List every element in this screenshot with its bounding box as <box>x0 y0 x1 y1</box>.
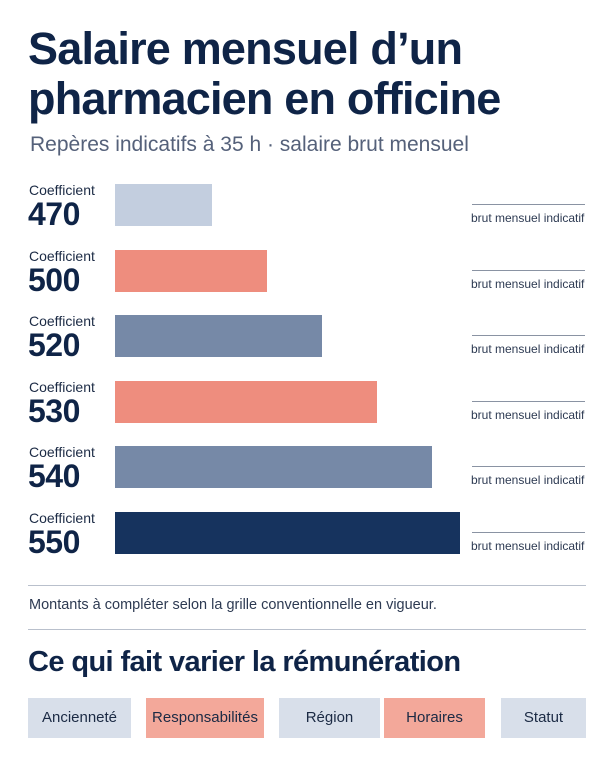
category-label: Coefficient <box>29 444 95 460</box>
page-subtitle: Repères indicatifs à 35 h · salaire brut… <box>30 133 469 156</box>
divider <box>28 585 586 586</box>
page-title: Salaire mensuel d’un pharmacien en offic… <box>28 23 501 124</box>
amount-blank-line <box>472 531 585 533</box>
chart-note: Montants à compléter selon la grille con… <box>29 597 437 613</box>
amount-blank-line <box>472 269 585 271</box>
divider <box>28 629 586 630</box>
bar-row: Coefficient 520 brut mensuel indicatif <box>0 309 614 365</box>
amount-blank-line <box>472 335 585 336</box>
category-label: Coefficient <box>29 313 95 329</box>
value-label: brut mensuel indicatif <box>471 342 585 356</box>
category-label: Coefficient <box>29 378 95 395</box>
value-label: brut mensuel indicatif <box>471 407 585 422</box>
bar-row: Coefficient 500 brut mensuel indicatif <box>0 244 614 300</box>
category-label: Coefficient <box>29 509 95 526</box>
category-value: 540 <box>28 458 80 494</box>
factor-chip: Région <box>279 698 380 738</box>
amount-blank-line <box>472 400 585 402</box>
factors-title: Ce qui fait varier la rémunération <box>28 646 461 678</box>
amount-blank-line <box>472 204 585 205</box>
bar-row: Coefficient 550 brut mensuel indicatif <box>0 506 614 562</box>
bar <box>115 315 322 357</box>
bar <box>115 249 267 292</box>
bar-row: Coefficient 470 brut mensuel indicatif <box>0 178 614 234</box>
bar-row: Coefficient 530 brut mensuel indicatif <box>0 375 614 431</box>
factors-list: Ancienneté Responsabilités Région Horaires S… <box>28 698 586 738</box>
value-label: brut mensuel indicatif <box>471 538 585 553</box>
category-value: 520 <box>28 327 80 363</box>
factor-chip: Horaires <box>384 698 485 738</box>
value-label: brut mensuel indicatif <box>471 276 585 291</box>
category-value: 500 <box>28 261 80 298</box>
value-label: brut mensuel indicatif <box>471 211 585 225</box>
category-label: Coefficient <box>29 182 95 198</box>
bar <box>115 446 432 488</box>
factor-chip: Statut <box>501 698 586 738</box>
category-value: 470 <box>28 196 80 232</box>
factor-chip: Responsabilités <box>146 698 264 738</box>
bar-row: Coefficient 540 brut mensuel indicatif <box>0 440 614 496</box>
category-label: Coefficient <box>29 247 95 264</box>
category-value: 550 <box>28 523 80 560</box>
category-value: 530 <box>28 392 80 429</box>
bar <box>115 184 212 226</box>
factor-chip: Ancienneté <box>28 698 131 738</box>
bar <box>115 511 460 554</box>
amount-blank-line <box>472 466 585 467</box>
bar <box>115 380 377 423</box>
value-label: brut mensuel indicatif <box>471 473 585 487</box>
